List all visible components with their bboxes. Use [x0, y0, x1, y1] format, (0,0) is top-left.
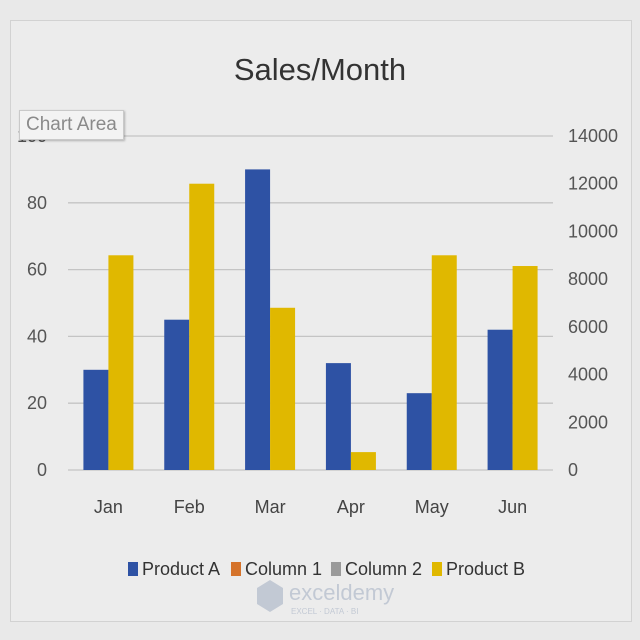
bar-product-b	[431, 255, 457, 470]
y2-tick-label: 8000	[568, 269, 608, 289]
bar-product-a	[164, 319, 190, 470]
bar-product-a	[325, 363, 351, 470]
y-tick-label: 60	[27, 260, 47, 280]
bar-product-a	[487, 329, 513, 470]
legend-swatch	[231, 562, 241, 576]
y2-tick-label: 14000	[568, 126, 618, 146]
bar-product-b	[270, 307, 296, 470]
bar-product-b	[189, 183, 215, 470]
legend-label: Column 1	[245, 559, 322, 579]
gridlines	[68, 135, 553, 471]
watermark-logo: exceldemy EXCEL · DATA · BI	[257, 580, 394, 616]
legend-swatch	[128, 562, 138, 576]
bars	[83, 169, 538, 470]
x-tick-label: Feb	[174, 497, 205, 517]
x-tick-label: May	[415, 497, 449, 517]
chart-area-tooltip: Chart Area	[19, 110, 124, 140]
legend-label: Column 2	[345, 559, 422, 579]
bar-product-b	[108, 255, 134, 470]
y-tick-label: 40	[27, 326, 47, 346]
legend: Product A Column 1 Column 2 Product B	[128, 559, 525, 579]
y2-tick-label: 4000	[568, 365, 608, 385]
x-axis: Jan Feb Mar Apr May Jun	[94, 497, 527, 517]
y2-tick-label: 12000	[568, 174, 618, 194]
legend-label: Product B	[446, 559, 525, 579]
x-tick-label: Jan	[94, 497, 123, 517]
watermark-tagline: EXCEL · DATA · BI	[291, 607, 358, 616]
bar-product-b	[350, 452, 376, 470]
legend-swatch	[432, 562, 442, 576]
bar-product-a	[245, 169, 271, 470]
y2-tick-label: 6000	[568, 317, 608, 337]
bar-product-b	[512, 266, 538, 470]
legend-label: Product A	[142, 559, 220, 579]
x-tick-label: Apr	[337, 497, 365, 517]
y2-tick-label: 0	[568, 460, 578, 480]
y-axis-right: 0 2000 4000 6000 8000 10000 12000 14000	[568, 126, 618, 480]
y-tick-label: 20	[27, 393, 47, 413]
watermark-name: exceldemy	[289, 580, 394, 605]
y-tick-label: 80	[27, 193, 47, 213]
watermark-icon	[257, 580, 283, 612]
x-tick-label: Mar	[255, 497, 286, 517]
y-axis-left: 020406080100	[17, 126, 47, 480]
y2-tick-label: 10000	[568, 221, 618, 241]
y-tick-label: 0	[37, 460, 47, 480]
bar-product-a	[406, 393, 432, 470]
legend-swatch	[331, 562, 341, 576]
x-tick-label: Jun	[498, 497, 527, 517]
y2-tick-label: 2000	[568, 412, 608, 432]
chart-title: Sales/Month	[233, 52, 407, 87]
bar-product-a	[83, 369, 109, 470]
